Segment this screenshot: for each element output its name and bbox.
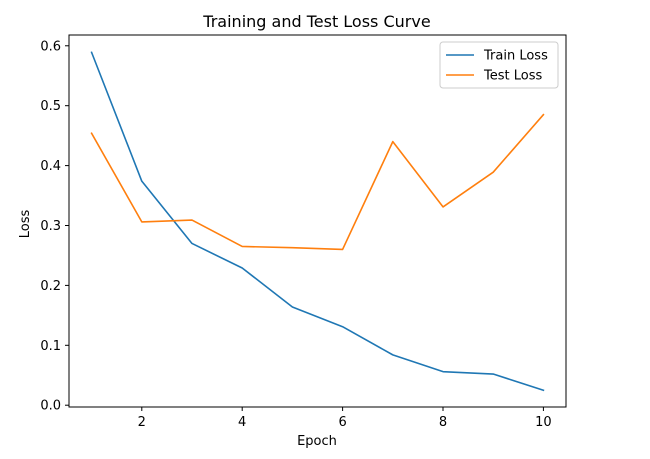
legend: Train Loss Test Loss [439,41,559,89]
y-tick-label: 0.4 [40,159,61,174]
y-tick-label: 0.5 [40,99,61,114]
y-tick-label: 0.0 [40,399,61,414]
x-tick-label: 2 [138,415,146,430]
y-axis: 0.0 0.1 0.2 0.3 0.4 0.5 0.6 [40,39,69,414]
y-tick-label: 0.1 [40,339,61,354]
legend-label: Train Loss [483,49,548,64]
plot-frame [68,34,567,408]
y-tick-label: 0.2 [40,279,61,294]
x-tick-label: 8 [439,415,447,430]
y-tick-label: 0.3 [40,219,61,234]
series-line-test-loss [90,113,545,251]
series-line-train-loss [90,51,545,392]
x-axis-label: Epoch [297,434,337,449]
x-tick-label: 10 [535,415,552,430]
plot-area [90,51,545,392]
x-tick-label: 6 [338,415,346,430]
x-tick-label: 4 [238,415,246,430]
y-tick-label: 0.6 [40,39,61,54]
y-axis-label: Loss [18,210,33,239]
x-axis: 2 4 6 8 10 [138,407,552,430]
chart-title: Training and Test Loss Curve [202,12,430,31]
legend-box [439,41,559,89]
legend-label: Test Loss [483,69,542,84]
